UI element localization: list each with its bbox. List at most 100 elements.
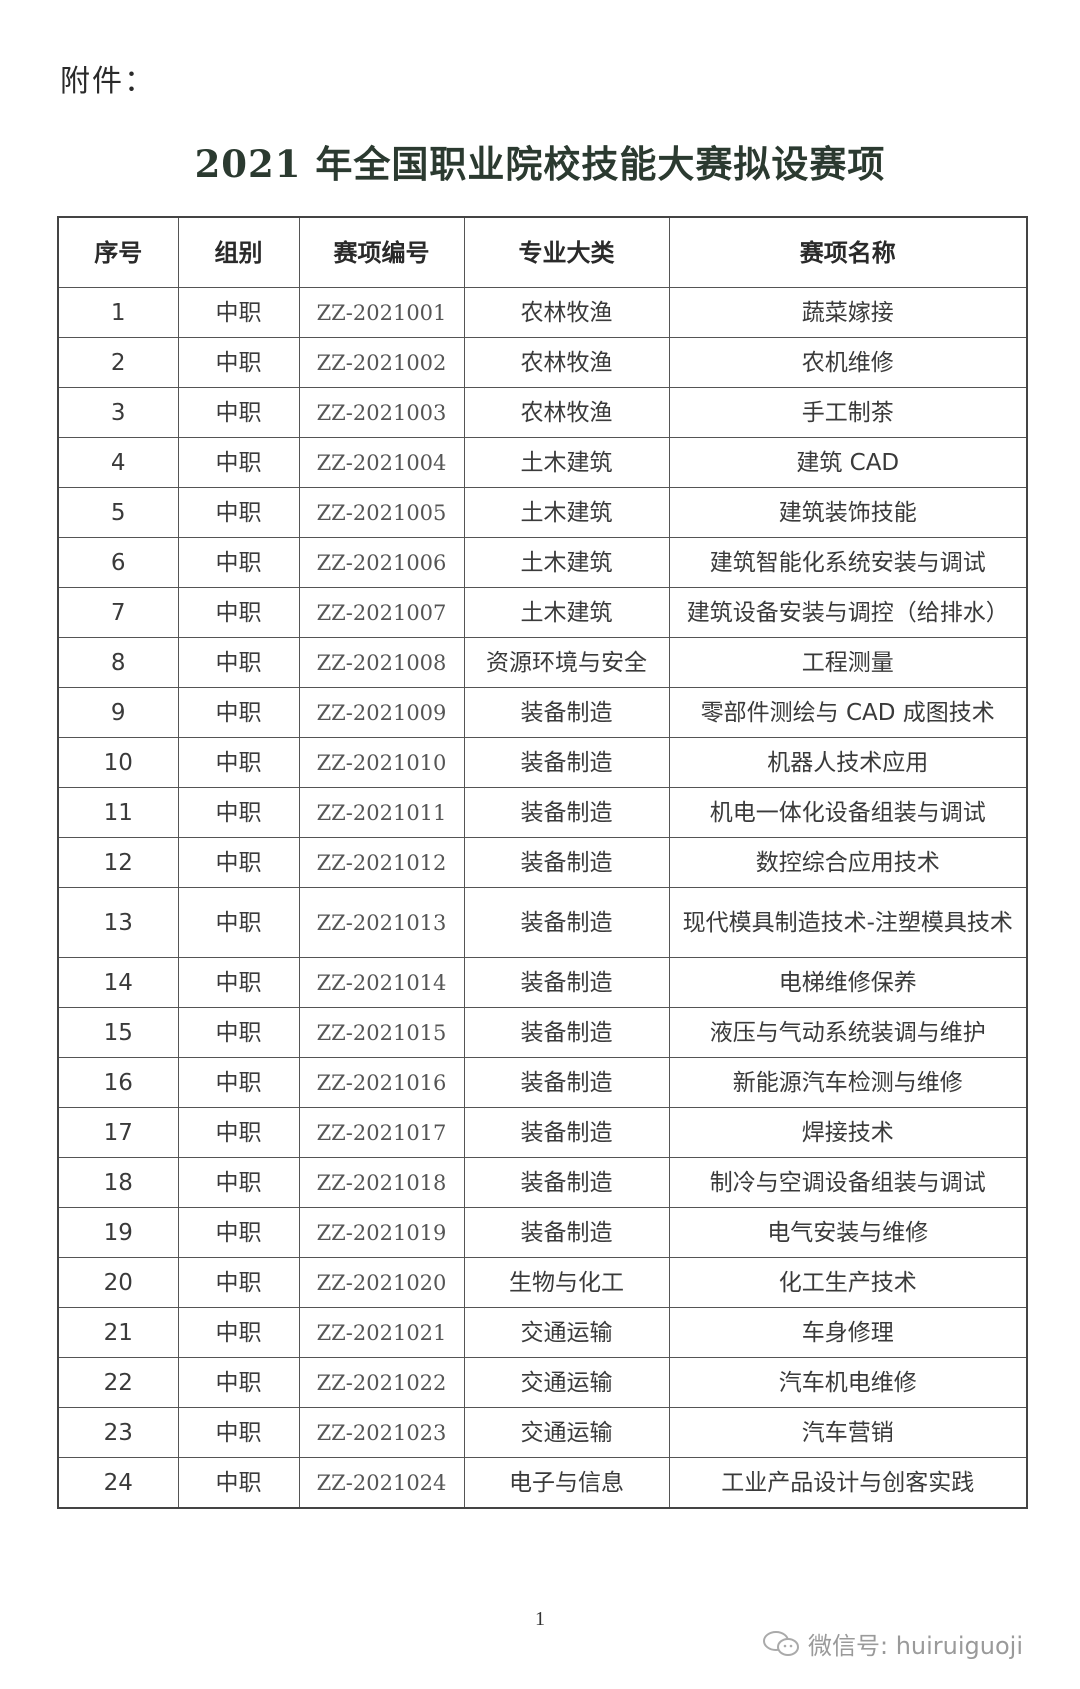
column-header: 序号 (57, 216, 179, 288)
cell-name: 化工生产技术 (668, 1257, 1028, 1308)
cell-name: 电梯维修保养 (668, 957, 1028, 1008)
cell-category: 装备制造 (463, 787, 670, 838)
cell-index: 19 (57, 1207, 179, 1258)
cell-code: ZZ-2021002 (298, 337, 465, 388)
cell-group: 中职 (177, 637, 300, 688)
table-row: 12 中职 ZZ-2021012 装备制造 数控综合应用技术 (57, 837, 1028, 888)
cell-category: 装备制造 (463, 957, 670, 1008)
cell-group: 中职 (177, 687, 300, 738)
table-row: 7 中职 ZZ-2021007 土木建筑 建筑设备安装与调控（给排水） (57, 587, 1028, 638)
table-row: 1 中职 ZZ-2021001 农林牧渔 蔬菜嫁接 (57, 287, 1028, 338)
table-row: 22 中职 ZZ-2021022 交通运输 汽车机电维修 (57, 1357, 1028, 1408)
cell-index: 23 (57, 1407, 179, 1458)
cell-index: 12 (57, 837, 179, 888)
cell-name: 建筑智能化系统安装与调试 (668, 537, 1028, 588)
cell-name: 制冷与空调设备组装与调试 (668, 1157, 1028, 1208)
cell-group: 中职 (177, 837, 300, 888)
cell-index: 13 (57, 887, 179, 958)
cell-category: 农林牧渔 (463, 337, 670, 388)
cell-group: 中职 (177, 1407, 300, 1458)
column-header: 赛项编号 (298, 216, 465, 288)
attachment-label: 附件： (60, 64, 156, 99)
cell-code: ZZ-2021022 (298, 1357, 465, 1408)
cell-name: 蔬菜嫁接 (668, 287, 1028, 338)
cell-name: 机电一体化设备组装与调试 (668, 787, 1028, 838)
cell-name: 农机维修 (668, 337, 1028, 388)
page-number: 1 (535, 1608, 545, 1630)
cell-category: 装备制造 (463, 1157, 670, 1208)
cell-category: 土木建筑 (463, 437, 670, 488)
table-row: 21 中职 ZZ-2021021 交通运输 车身修理 (57, 1307, 1028, 1358)
cell-name: 汽车营销 (668, 1407, 1028, 1458)
table-row: 11 中职 ZZ-2021011 装备制造 机电一体化设备组装与调试 (57, 787, 1028, 838)
table-row: 5 中职 ZZ-2021005 土木建筑 建筑装饰技能 (57, 487, 1028, 538)
cell-group: 中职 (177, 1007, 300, 1058)
cell-name: 手工制茶 (668, 387, 1028, 438)
cell-category: 装备制造 (463, 1007, 670, 1058)
cell-name: 汽车机电维修 (668, 1357, 1028, 1408)
cell-code: ZZ-2021009 (298, 687, 465, 738)
cell-index: 8 (57, 637, 179, 688)
cell-code: ZZ-2021007 (298, 587, 465, 638)
cell-index: 16 (57, 1057, 179, 1108)
cell-group: 中职 (177, 1257, 300, 1308)
cell-index: 11 (57, 787, 179, 838)
cell-name: 零部件测绘与 CAD 成图技术 (668, 687, 1028, 738)
table-row: 2 中职 ZZ-2021002 农林牧渔 农机维修 (57, 337, 1028, 388)
cell-group: 中职 (177, 1157, 300, 1208)
table-row: 10 中职 ZZ-2021010 装备制造 机器人技术应用 (57, 737, 1028, 788)
cell-group: 中职 (177, 537, 300, 588)
table-row: 3 中职 ZZ-2021003 农林牧渔 手工制茶 (57, 387, 1028, 438)
cell-group: 中职 (177, 1457, 300, 1509)
cell-group: 中职 (177, 487, 300, 538)
cell-code: ZZ-2021016 (298, 1057, 465, 1108)
cell-code: ZZ-2021012 (298, 837, 465, 888)
cell-code: ZZ-2021001 (298, 287, 465, 338)
table-row: 16 中职 ZZ-2021016 装备制造 新能源汽车检测与维修 (57, 1057, 1028, 1108)
cell-name: 机器人技术应用 (668, 737, 1028, 788)
cell-category: 装备制造 (463, 887, 670, 958)
cell-group: 中职 (177, 737, 300, 788)
cell-index: 3 (57, 387, 179, 438)
cell-group: 中职 (177, 587, 300, 638)
cell-index: 21 (57, 1307, 179, 1358)
cell-category: 装备制造 (463, 687, 670, 738)
cell-index: 6 (57, 537, 179, 588)
cell-code: ZZ-2021015 (298, 1007, 465, 1058)
cell-index: 2 (57, 337, 179, 388)
cell-group: 中职 (177, 1057, 300, 1108)
cell-group: 中职 (177, 437, 300, 488)
table-row: 17 中职 ZZ-2021017 装备制造 焊接技术 (57, 1107, 1028, 1158)
cell-group: 中职 (177, 1307, 300, 1358)
table-row: 19 中职 ZZ-2021019 装备制造 电气安装与维修 (57, 1207, 1028, 1258)
cell-group: 中职 (177, 387, 300, 438)
table-row: 18 中职 ZZ-2021018 装备制造 制冷与空调设备组装与调试 (57, 1157, 1028, 1208)
document-title: 2021 年全国职业院校技能大赛拟设赛项 (194, 142, 886, 186)
table-row: 15 中职 ZZ-2021015 装备制造 液压与气动系统装调与维护 (57, 1007, 1028, 1058)
cell-code: ZZ-2021005 (298, 487, 465, 538)
table-header-row: 序号 组别 赛项编号 专业大类 赛项名称 (57, 216, 1028, 288)
table-row: 9 中职 ZZ-2021009 装备制造 零部件测绘与 CAD 成图技术 (57, 687, 1028, 738)
cell-code: ZZ-2021014 (298, 957, 465, 1008)
cell-index: 9 (57, 687, 179, 738)
cell-code: ZZ-2021013 (298, 887, 465, 958)
competition-table: 序号 组别 赛项编号 专业大类 赛项名称 1 中职 ZZ-2021001 农林牧渔 蔬菜嫁接 2 中… (57, 216, 1028, 1509)
cell-index: 15 (57, 1007, 179, 1058)
cell-category: 农林牧渔 (463, 387, 670, 438)
cell-category: 交通运输 (463, 1407, 670, 1458)
cell-code: ZZ-2021020 (298, 1257, 465, 1308)
cell-code: ZZ-2021004 (298, 437, 465, 488)
cell-category: 装备制造 (463, 1107, 670, 1158)
column-header: 专业大类 (463, 216, 670, 288)
cell-category: 装备制造 (463, 837, 670, 888)
cell-name: 数控综合应用技术 (668, 837, 1028, 888)
cell-index: 24 (57, 1457, 179, 1509)
wechat-icon (763, 1630, 799, 1656)
cell-category: 装备制造 (463, 1057, 670, 1108)
cell-code: ZZ-2021017 (298, 1107, 465, 1158)
cell-group: 中职 (177, 1357, 300, 1408)
cell-code: ZZ-2021024 (298, 1457, 465, 1509)
cell-name: 建筑装饰技能 (668, 487, 1028, 538)
table-row: 8 中职 ZZ-2021008 资源环境与安全 工程测量 (57, 637, 1028, 688)
watermark: 微信号: huiruiguoji (762, 1626, 1023, 1661)
